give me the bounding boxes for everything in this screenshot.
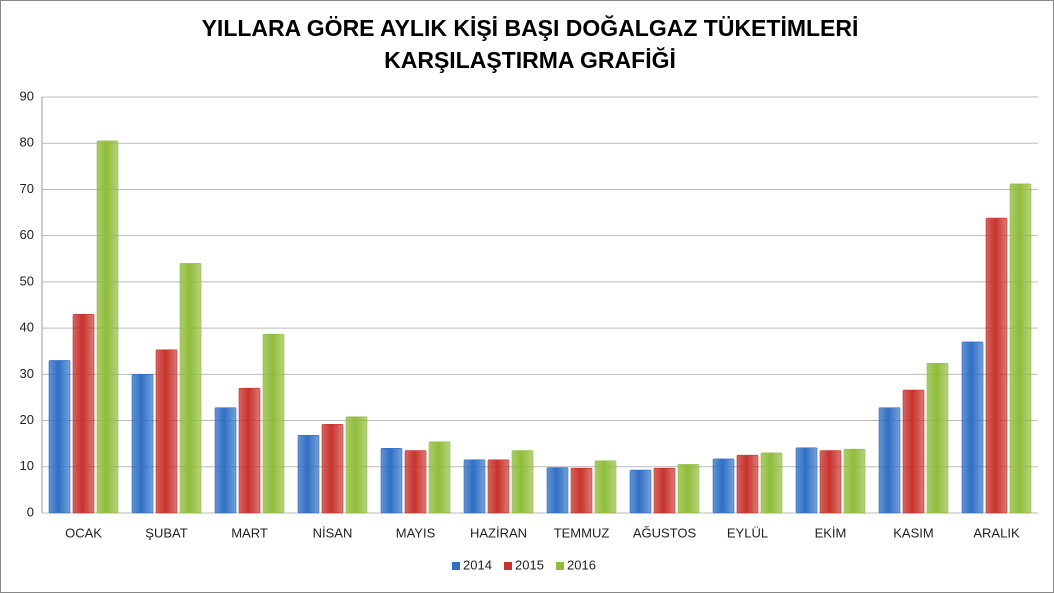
y-tick-label: 10: [20, 458, 34, 473]
bar: [712, 458, 735, 514]
bar: [570, 467, 593, 514]
x-tick-label: KASIM: [893, 525, 933, 540]
bar: [297, 435, 320, 514]
bar: [594, 460, 617, 514]
bar: [1009, 183, 1032, 514]
bar: [760, 452, 783, 514]
legend-swatch: [556, 562, 564, 570]
bar: [428, 441, 451, 514]
bar: [546, 467, 569, 514]
bar: [926, 362, 949, 514]
x-tick-label: NİSAN: [313, 525, 353, 540]
bar: [404, 450, 427, 514]
bar: [262, 333, 285, 514]
bar: [131, 374, 154, 514]
bar: [48, 360, 71, 514]
bar: [843, 448, 866, 514]
legend-swatch: [452, 562, 460, 570]
bar: [321, 423, 344, 514]
bar: [96, 140, 119, 514]
x-tick-label: HAZİRAN: [470, 525, 527, 540]
legend-label: 2014: [463, 557, 492, 572]
x-tick-label: ARALIK: [973, 525, 1020, 540]
x-tick-label: EYLÜL: [727, 525, 768, 540]
x-tick-label: MART: [231, 525, 268, 540]
bar: [179, 263, 202, 514]
x-tick-label: OCAK: [65, 525, 102, 540]
bar: [653, 467, 676, 514]
x-tick-label: EKİM: [815, 525, 847, 540]
chart-title: YILLARA GÖRE AYLIK KİŞİ BAŞI DOĞALGAZ TÜ…: [202, 14, 859, 41]
legend-label: 2015: [515, 557, 544, 572]
legend-label: 2016: [567, 557, 596, 572]
bar: [463, 459, 486, 514]
y-tick-label: 0: [27, 504, 34, 519]
bar: [677, 464, 700, 514]
y-tick-label: 90: [20, 88, 34, 103]
y-tick-label: 80: [20, 135, 34, 150]
bar: [736, 454, 759, 514]
y-tick-label: 30: [20, 366, 34, 381]
bar: [345, 416, 368, 514]
bar: [878, 407, 901, 514]
bar: [238, 387, 261, 514]
bar: [72, 313, 95, 514]
bar: [511, 450, 534, 514]
y-tick-label: 50: [20, 273, 34, 288]
bar: [155, 349, 178, 514]
y-tick-label: 60: [20, 227, 34, 242]
bar: [985, 217, 1008, 514]
bar: [214, 407, 237, 514]
bar: [629, 469, 652, 514]
y-tick-label: 20: [20, 412, 34, 427]
bar: [795, 447, 818, 514]
x-tick-label: MAYIS: [396, 525, 436, 540]
y-tick-label: 40: [20, 320, 34, 335]
x-tick-label: TEMMUZ: [554, 525, 610, 540]
chart-title: KARŞILAŞTIRMA GRAFİĞİ: [384, 46, 676, 73]
legend-swatch: [504, 562, 512, 570]
bar: [819, 450, 842, 514]
y-tick-label: 70: [20, 181, 34, 196]
x-tick-label: AĞUSTOS: [633, 525, 697, 540]
bar: [380, 447, 403, 514]
bar: [487, 459, 510, 514]
bar: [902, 389, 925, 514]
x-tick-label: ŞUBAT: [145, 525, 187, 540]
bar: [961, 341, 984, 514]
